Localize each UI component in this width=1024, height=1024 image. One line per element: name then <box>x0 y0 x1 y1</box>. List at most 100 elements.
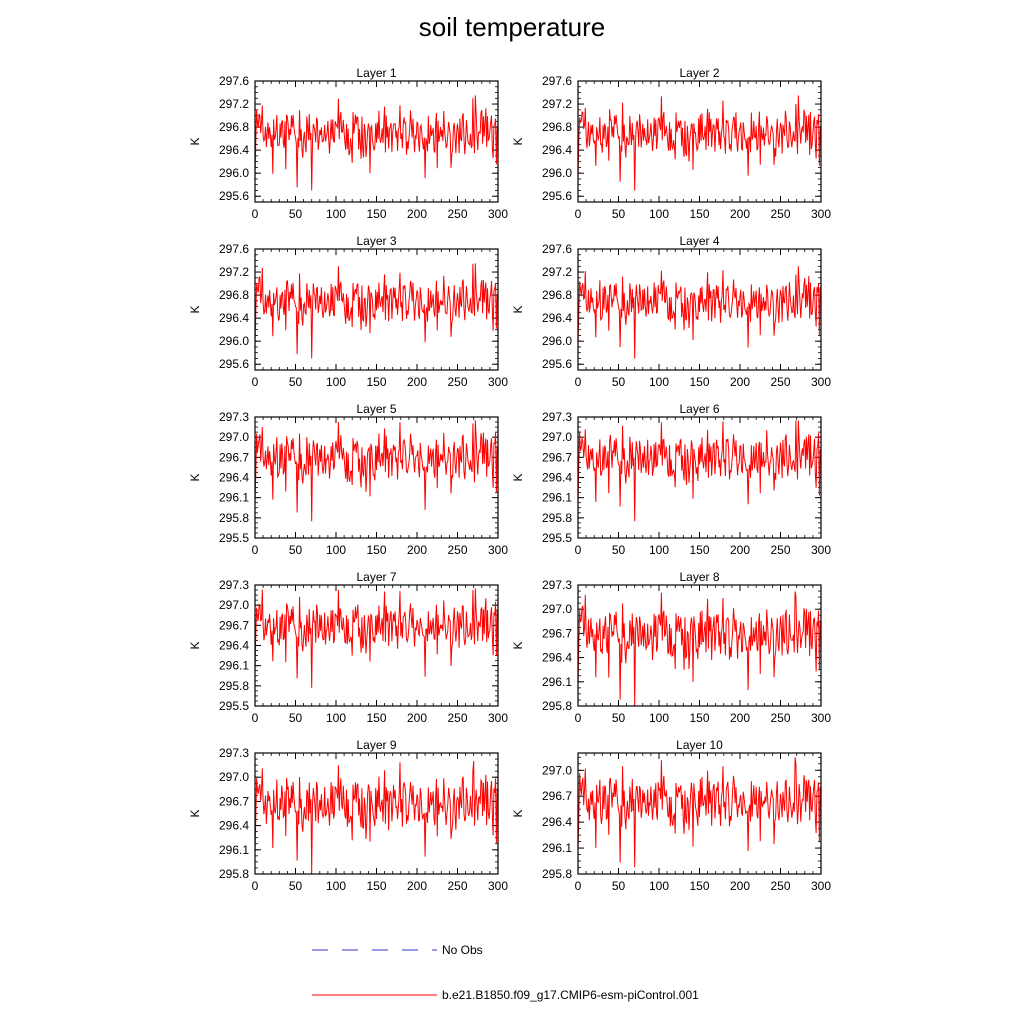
x-tick-label: 0 <box>575 375 582 389</box>
panel-layer-4: Layer 4 K 297.6 297.2 296.8 296.4 296.0 295.60 5… <box>511 234 831 389</box>
y-tick-label: 297.6 <box>542 242 572 256</box>
x-tick-label: 0 <box>575 207 582 221</box>
x-tick-label: 250 <box>447 543 467 557</box>
panel-title: Layer 6 <box>679 402 719 416</box>
x-tick-label: 150 <box>366 375 386 389</box>
panel-layer-7: Layer 7 K 297.3 297.0 296.7 296.4 296.1 295.8 29… <box>188 570 508 725</box>
y-tick-label: 296.7 <box>542 450 572 464</box>
y-tick-label: 296.7 <box>219 450 249 464</box>
x-tick-label: 250 <box>447 711 467 725</box>
x-tick-label: 150 <box>689 375 709 389</box>
x-tick-label: 150 <box>366 207 386 221</box>
y-tick-label: 297.6 <box>542 74 572 88</box>
series-line-model <box>254 761 499 872</box>
y-tick-label: 296.1 <box>219 491 249 505</box>
panel-layer-10: Layer 10 K 297.0 296.7 296.4 296.1 295.80 50 100… <box>511 738 831 893</box>
x-tick-label: 150 <box>689 711 709 725</box>
x-tick-label: 50 <box>612 207 626 221</box>
x-tick-label: 200 <box>407 543 427 557</box>
y-tick-label: 296.7 <box>542 626 572 640</box>
x-tick-label: 50 <box>612 879 626 893</box>
y-tick-label: 297.0 <box>542 763 572 777</box>
y-tick-label: 297.0 <box>219 770 249 784</box>
panel-layer-1: Layer 1 K 297.6 297.2 296.8 296.4 296.0 295.60 5… <box>188 66 508 221</box>
x-tick-label: 200 <box>730 879 750 893</box>
y-tick-label: 296.1 <box>542 675 572 689</box>
legend: No Obs b.e21.B1850.f09_g17.CMIP6-esm-piCo… <box>312 943 699 1002</box>
x-tick-label: 100 <box>649 375 669 389</box>
y-axis-label: K <box>511 473 525 481</box>
y-tick-label: 297.3 <box>542 410 572 424</box>
panel-layer-3: Layer 3 K 297.6 297.2 296.8 296.4 296.0 295.60 5… <box>188 234 508 389</box>
x-tick-label: 300 <box>488 375 508 389</box>
plot-frame <box>254 80 499 203</box>
y-tick-label: 296.7 <box>542 789 572 803</box>
y-axis-label: K <box>188 809 202 817</box>
panel-layer-6: Layer 6 K 297.3 297.0 296.7 296.4 296.1 295.8 29… <box>511 402 831 557</box>
y-tick-label: 296.0 <box>542 166 572 180</box>
y-tick-label: 295.8 <box>219 511 249 525</box>
x-tick-label: 300 <box>488 207 508 221</box>
y-axis-label: K <box>511 137 525 145</box>
x-tick-label: 150 <box>366 711 386 725</box>
plot-frame <box>254 584 499 707</box>
x-tick-label: 50 <box>289 879 303 893</box>
y-tick-label: 297.2 <box>542 97 572 111</box>
x-tick-label: 0 <box>252 879 259 893</box>
y-tick-label: 296.4 <box>542 311 572 325</box>
y-tick-label: 296.4 <box>542 471 572 485</box>
x-tick-label: 150 <box>366 879 386 893</box>
x-tick-label: 50 <box>289 543 303 557</box>
y-tick-label: 297.3 <box>219 578 249 592</box>
y-tick-label: 296.1 <box>542 841 572 855</box>
y-tick-label: 295.6 <box>219 189 249 203</box>
y-tick-label: 295.5 <box>219 531 249 545</box>
x-tick-label: 250 <box>447 375 467 389</box>
plot-frame <box>577 584 822 707</box>
y-tick-label: 295.6 <box>542 189 572 203</box>
x-tick-label: 50 <box>289 711 303 725</box>
series-line-model <box>577 266 822 359</box>
x-tick-label: 100 <box>649 543 669 557</box>
panel-layer-5: Layer 5 K 297.3 297.0 296.7 296.4 296.1 295.8 29… <box>188 402 508 557</box>
y-axis-label: K <box>188 641 202 649</box>
y-tick-label: 296.8 <box>219 288 249 302</box>
x-tick-label: 0 <box>575 711 582 725</box>
y-tick-label: 296.8 <box>219 120 249 134</box>
series-line-model <box>577 591 822 707</box>
panel-title: Layer 1 <box>356 66 396 80</box>
x-tick-label: 250 <box>770 711 790 725</box>
y-tick-label: 296.0 <box>219 166 249 180</box>
y-tick-label: 297.6 <box>219 74 249 88</box>
y-axis-label: K <box>511 305 525 313</box>
x-tick-label: 100 <box>326 711 346 725</box>
y-tick-label: 296.1 <box>219 659 249 673</box>
y-tick-label: 297.0 <box>542 602 572 616</box>
x-tick-label: 250 <box>447 207 467 221</box>
x-tick-label: 300 <box>488 711 508 725</box>
x-tick-label: 0 <box>575 543 582 557</box>
x-tick-label: 100 <box>649 879 669 893</box>
y-axis-label: K <box>188 305 202 313</box>
y-tick-label: 296.4 <box>219 819 249 833</box>
x-tick-label: 200 <box>730 207 750 221</box>
x-tick-label: 0 <box>575 879 582 893</box>
x-tick-label: 50 <box>289 207 303 221</box>
x-tick-label: 150 <box>366 543 386 557</box>
x-tick-label: 100 <box>326 543 346 557</box>
x-tick-label: 300 <box>488 879 508 893</box>
y-tick-label: 295.8 <box>542 867 572 881</box>
plot-frame <box>577 248 822 371</box>
series-line-model <box>577 95 822 191</box>
series-line-model <box>254 95 499 191</box>
x-tick-label: 250 <box>770 375 790 389</box>
plot-frame <box>254 248 499 371</box>
panel-title: Layer 5 <box>356 402 396 416</box>
y-tick-label: 297.2 <box>542 265 572 279</box>
x-tick-label: 300 <box>488 543 508 557</box>
y-tick-label: 296.4 <box>542 143 572 157</box>
series-line-model <box>577 757 822 868</box>
plot-frame <box>577 752 822 875</box>
legend-label-model: b.e21.B1850.f09_g17.CMIP6-esm-piControl.… <box>442 988 699 1002</box>
y-tick-label: 295.8 <box>219 867 249 881</box>
